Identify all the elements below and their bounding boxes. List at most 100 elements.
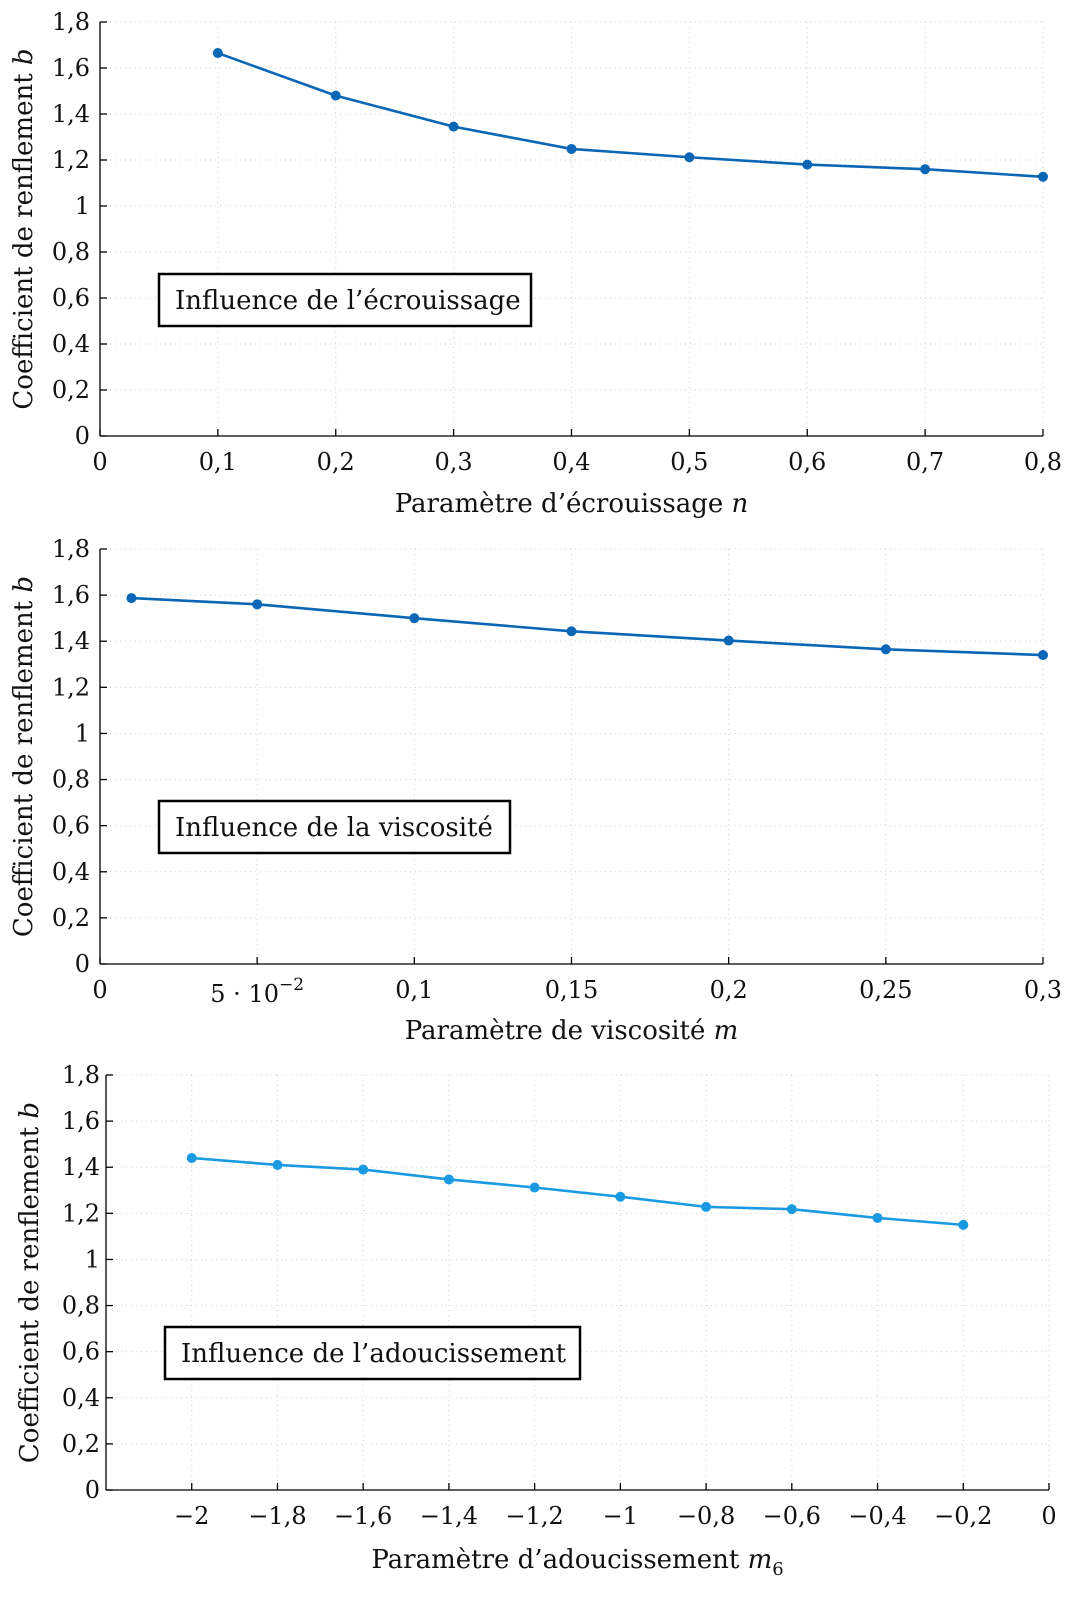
y-tick-label: 0,2 bbox=[62, 1430, 100, 1458]
y-tick-label: 1,4 bbox=[62, 1153, 100, 1181]
y-axis-title-variable: b bbox=[9, 576, 39, 593]
x-axis-title-variable: m bbox=[714, 1016, 739, 1046]
data-point bbox=[786, 1204, 797, 1215]
data-point bbox=[880, 644, 891, 655]
x-tick-label: 0,4 bbox=[552, 448, 590, 476]
y-axis-title-text: Coefficient de renflement bbox=[9, 593, 39, 938]
data-point bbox=[529, 1182, 540, 1193]
data-point bbox=[443, 1174, 454, 1185]
annotation-label: Influence de l’adoucissement bbox=[181, 1339, 567, 1369]
data-point bbox=[330, 90, 341, 101]
y-axis-title-text: Coefficient de renflement bbox=[9, 65, 39, 410]
y-tick-label: 1,4 bbox=[52, 100, 90, 128]
y-tick-label: 0,4 bbox=[52, 858, 90, 886]
series-line bbox=[217, 51, 1044, 179]
data-point bbox=[126, 593, 137, 604]
data-point bbox=[409, 613, 420, 624]
x-tick-label: 0,25 bbox=[859, 976, 912, 1004]
x-tick-label: −2 bbox=[174, 1502, 209, 1530]
x-tick-label: −1,4 bbox=[420, 1502, 478, 1530]
x-axis-title-subscript: 6 bbox=[772, 1559, 783, 1580]
data-point bbox=[1038, 650, 1048, 661]
y-tick-label: 0,2 bbox=[52, 904, 90, 932]
y-tick-label: 0 bbox=[75, 422, 90, 450]
x-axis-title-text: Paramètre d’adoucissement bbox=[371, 1545, 747, 1575]
y-axis-title: Coefficient de renflement b bbox=[15, 1102, 45, 1463]
y-tick-label: 0,4 bbox=[62, 1384, 100, 1412]
y-axis-title-variable: b bbox=[9, 48, 39, 65]
x-tick-label-mantissa: 5 · 10 bbox=[210, 980, 279, 1008]
x-axis-title-variable: m bbox=[748, 1545, 773, 1575]
x-tick-label: −1 bbox=[603, 1502, 638, 1530]
y-tick-label: 0,4 bbox=[52, 330, 90, 358]
data-point bbox=[252, 599, 263, 610]
x-tick-label: −0,8 bbox=[677, 1502, 735, 1530]
y-tick-label: 0,8 bbox=[52, 766, 90, 794]
data-point bbox=[186, 1153, 197, 1163]
y-axis-title-variable: b bbox=[15, 1102, 45, 1119]
x-tick-label: 5 · 10−2 bbox=[210, 975, 304, 1008]
chart-panel-3: 0 0,2 0,4 0,6 0,8 1 1,2 1,4 1,6 1,8 −2 −1,8 −1,6 −1,4… bbox=[15, 1061, 1057, 1580]
x-axis-title-text: Paramètre de viscosité bbox=[405, 1016, 714, 1046]
data-point bbox=[448, 121, 459, 132]
y-tick-label: 0 bbox=[75, 950, 90, 978]
x-tick-label: −0,2 bbox=[934, 1502, 992, 1530]
series-line bbox=[131, 596, 1044, 657]
data-point bbox=[212, 48, 223, 59]
y-tick-label: 0,6 bbox=[52, 284, 90, 312]
x-tick-label: 0,3 bbox=[1024, 976, 1062, 1004]
y-tick-label: 0 bbox=[85, 1476, 100, 1504]
data-point bbox=[358, 1164, 369, 1175]
x-tick-label: 0,1 bbox=[199, 448, 237, 476]
y-tick-label: 1,6 bbox=[52, 54, 90, 82]
data-point bbox=[920, 164, 931, 175]
x-axis-title: Paramètre d’écrouissage n bbox=[395, 489, 749, 519]
x-axis-title-text: Paramètre d’écrouissage bbox=[395, 489, 732, 519]
data-point bbox=[684, 152, 695, 163]
x-axis-title-variable: n bbox=[732, 489, 749, 519]
x-tick-label: −0,6 bbox=[763, 1502, 821, 1530]
y-tick-label: 1,4 bbox=[52, 627, 90, 655]
data-point bbox=[872, 1212, 883, 1223]
x-tick-label: 0,3 bbox=[435, 448, 473, 476]
y-tick-label: 0,8 bbox=[62, 1292, 100, 1320]
data-point bbox=[701, 1201, 712, 1212]
chart-panel-1: 0 0,2 0,4 0,6 0,8 1 1,2 1,4 1,6 1,8 0 0,1 0,2 0,3 0,4 0… bbox=[9, 8, 1062, 519]
data-point bbox=[566, 143, 577, 154]
annotation-label: Influence de l’écrouissage bbox=[175, 286, 521, 316]
data-point bbox=[1038, 171, 1048, 182]
x-tick-label: −1,8 bbox=[248, 1502, 306, 1530]
y-tick-label: 1,8 bbox=[52, 535, 90, 563]
x-tick-label: −1,6 bbox=[334, 1502, 392, 1530]
x-tick-label: 0 bbox=[1041, 1502, 1056, 1530]
y-axis-title-text: Coefficient de renflement bbox=[15, 1119, 45, 1464]
x-tick-label: 0 bbox=[92, 448, 107, 476]
y-tick-label: 1,8 bbox=[62, 1061, 100, 1089]
x-axis-title: Paramètre d’adoucissement m6 bbox=[371, 1545, 783, 1580]
y-tick-label: 1 bbox=[85, 1245, 100, 1273]
annotation-box bbox=[163, 1325, 582, 1381]
x-tick-label: 0,1 bbox=[395, 976, 433, 1004]
data-point bbox=[802, 159, 813, 170]
y-tick-label: 0,2 bbox=[52, 376, 90, 404]
y-tick-label: 1,8 bbox=[52, 8, 90, 36]
data-point bbox=[958, 1219, 969, 1230]
y-tick-label: 0,6 bbox=[62, 1338, 100, 1366]
y-tick-label: 1,2 bbox=[52, 673, 90, 701]
y-tick-label: 1,6 bbox=[62, 1107, 100, 1135]
x-tick-label: −0,4 bbox=[848, 1502, 906, 1530]
annotation-box bbox=[157, 799, 512, 855]
data-point bbox=[272, 1159, 283, 1170]
y-tick-label: 0,8 bbox=[52, 238, 90, 266]
y-tick-label: 1 bbox=[75, 192, 90, 220]
x-tick-label: 0,8 bbox=[1024, 448, 1062, 476]
annotation-label: Influence de la viscosité bbox=[175, 813, 493, 843]
series-line bbox=[191, 1156, 964, 1227]
x-tick-label: 0,2 bbox=[317, 448, 355, 476]
y-tick-label: 0,6 bbox=[52, 812, 90, 840]
x-tick-label: 0,6 bbox=[788, 448, 826, 476]
y-tick-label: 1 bbox=[75, 719, 90, 747]
data-point bbox=[723, 635, 734, 646]
data-point bbox=[615, 1191, 626, 1202]
